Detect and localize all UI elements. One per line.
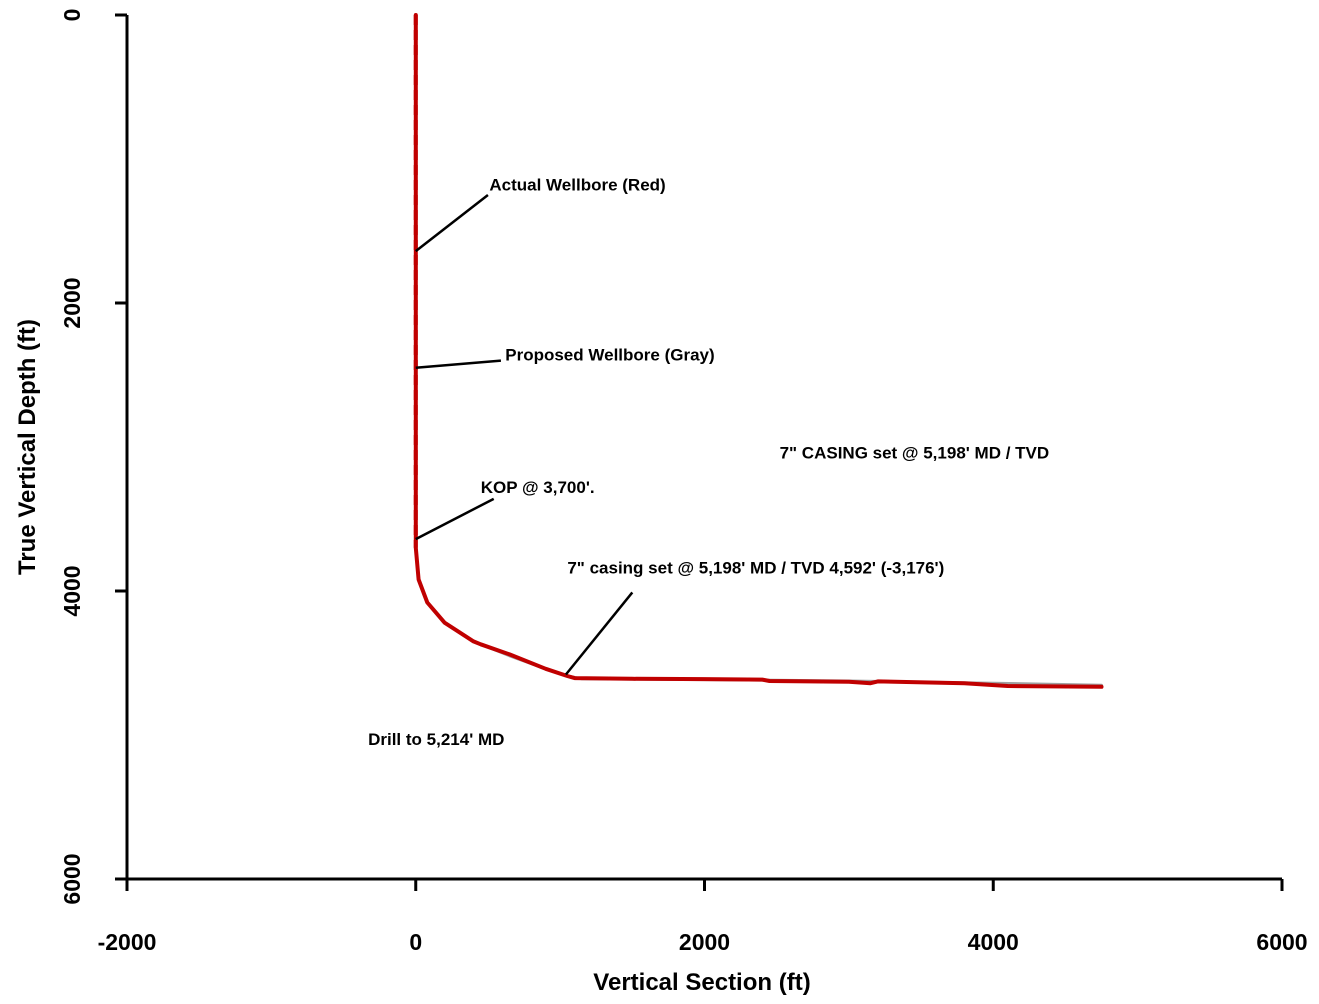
annotation-label: Proposed Wellbore (Gray): [505, 346, 714, 365]
annotation-label: Actual Wellbore (Red): [489, 176, 665, 195]
annotation-leader: [415, 497, 495, 541]
annotation-leader: [415, 359, 502, 370]
annotation-leader: [564, 591, 634, 676]
y-tick-label: 2000: [59, 277, 85, 328]
y-tick-label: 6000: [59, 853, 85, 904]
annotation-leader: [414, 194, 489, 253]
x-tick-label: 4000: [968, 929, 1019, 955]
x-tick-label: 0: [409, 929, 422, 955]
annotation-label: 7" CASING set @ 5,198' MD / TVD: [780, 444, 1050, 463]
axes: -2000 0 2000 4000 6000 0 2000 4000 6000: [59, 9, 1308, 955]
series-layer: [413, 13, 1104, 689]
annotation-label: 7" casing set @ 5,198' MD / TVD 4,592' (…: [567, 559, 944, 578]
y-tick-label: 4000: [59, 565, 85, 616]
x-tick-label: 6000: [1256, 929, 1307, 955]
x-axis-title: Vertical Section (ft): [593, 969, 810, 996]
y-axis-title: True Vertical Depth (ft): [14, 319, 41, 575]
annotation-label: KOP @ 3,700'.: [481, 478, 595, 497]
y-tick-label: 0: [59, 9, 85, 22]
x-tick-label: -2000: [98, 929, 157, 955]
x-tick-label: 2000: [679, 929, 730, 955]
annotations: Actual Wellbore (Red) Proposed Wellbore (…: [368, 176, 1049, 749]
annotation-label: Drill to 5,214' MD: [368, 730, 504, 749]
